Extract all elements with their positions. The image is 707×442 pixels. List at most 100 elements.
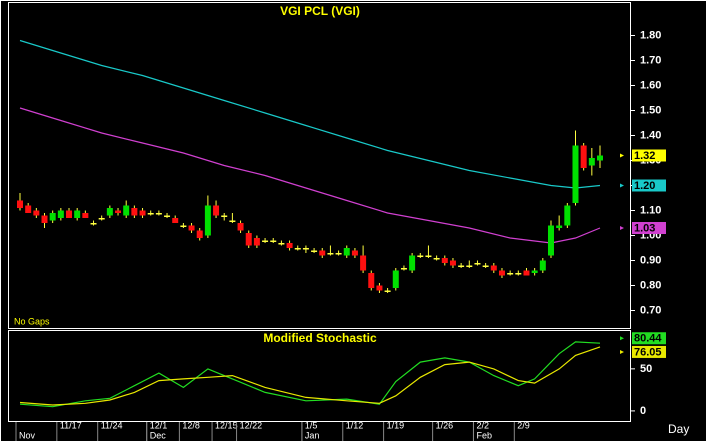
y-tick-label: 1.10 bbox=[640, 204, 661, 216]
candle-body bbox=[474, 263, 481, 265]
candle-body bbox=[425, 255, 432, 257]
candle-body bbox=[213, 205, 220, 216]
candle-body bbox=[441, 258, 448, 263]
candle-body bbox=[139, 210, 146, 216]
x-tick-label: Feb bbox=[476, 430, 492, 440]
last-price-label-box bbox=[632, 149, 666, 162]
candle-body bbox=[74, 210, 81, 218]
candle-body bbox=[449, 260, 456, 266]
candle-body bbox=[164, 215, 171, 217]
x-tick-label: Dec bbox=[150, 430, 167, 440]
candle-body bbox=[49, 213, 56, 221]
y-tick-label: 1.80 bbox=[640, 29, 661, 41]
candle-body bbox=[498, 270, 505, 276]
candle-body bbox=[539, 260, 546, 271]
last-ma-label: 1.03 bbox=[634, 222, 655, 234]
candle-body bbox=[523, 270, 530, 276]
line-series bbox=[19, 341, 601, 408]
last-stoch-label-box bbox=[632, 345, 666, 358]
last-value-arrow bbox=[620, 336, 624, 341]
x-tick-label: 12/15 bbox=[215, 420, 238, 430]
y-tick-label: 1.60 bbox=[640, 79, 661, 91]
candle-body bbox=[155, 213, 162, 215]
candle-body bbox=[286, 243, 293, 248]
candle-body bbox=[131, 208, 138, 216]
candle-body bbox=[319, 250, 326, 256]
candle-body bbox=[360, 255, 367, 271]
y-tick-label: 1.70 bbox=[640, 54, 661, 66]
candle-body bbox=[384, 290, 391, 292]
candle-body bbox=[302, 248, 309, 250]
candle-body bbox=[98, 218, 105, 220]
last-value-arrow bbox=[620, 349, 624, 354]
candle-body bbox=[343, 248, 350, 256]
candle-body bbox=[597, 155, 603, 161]
candle-body bbox=[229, 220, 236, 222]
candle-body bbox=[33, 210, 40, 216]
candle-body bbox=[123, 205, 130, 216]
candle-body bbox=[580, 145, 587, 168]
x-tick-label: 11/17 bbox=[60, 420, 82, 430]
candle-body bbox=[57, 210, 64, 218]
candle-body bbox=[507, 273, 514, 275]
line-series bbox=[19, 107, 601, 244]
x-tick-label: 11/24 bbox=[101, 420, 123, 430]
y-tick-label: 0.90 bbox=[640, 254, 661, 266]
annotation: No Gaps bbox=[14, 316, 50, 326]
last-value-arrow bbox=[620, 183, 624, 188]
candle-body bbox=[221, 215, 228, 217]
candle-body bbox=[115, 210, 122, 213]
candle-body bbox=[417, 255, 424, 257]
candle-body bbox=[515, 273, 522, 275]
candle-body bbox=[237, 223, 244, 231]
candle-body bbox=[188, 225, 195, 231]
x-tick-label: Nov bbox=[19, 430, 36, 440]
last-ma-label: 1.20 bbox=[634, 180, 655, 192]
candle-body bbox=[531, 270, 538, 273]
candle-body bbox=[466, 265, 473, 267]
candle-body bbox=[82, 213, 89, 218]
x-tick-label: 1/26 bbox=[436, 420, 454, 430]
last-ma-label-box bbox=[632, 222, 666, 234]
last-value-arrow bbox=[620, 226, 624, 230]
candle-body bbox=[196, 230, 203, 238]
candle-body bbox=[204, 205, 211, 236]
candle-body bbox=[311, 250, 318, 252]
y-tick-label: 0.80 bbox=[640, 279, 661, 291]
x-tick-label: 12/8 bbox=[182, 420, 200, 430]
last-stoch-label: 76.05 bbox=[634, 346, 662, 358]
x-tick-label: 1/19 bbox=[387, 420, 405, 430]
line-series bbox=[19, 346, 601, 406]
y-tick-label: 0 bbox=[640, 405, 646, 417]
last-stoch-label-box bbox=[632, 332, 666, 345]
y-tick-label: 1.50 bbox=[640, 104, 661, 116]
candle-body bbox=[588, 158, 595, 166]
price-panel bbox=[8, 2, 631, 329]
panel-title: Modified Stochastic bbox=[263, 331, 377, 345]
y-tick-label: 50 bbox=[640, 363, 652, 375]
candle-body bbox=[351, 250, 358, 256]
candle-body bbox=[278, 243, 285, 245]
candle-body bbox=[490, 265, 497, 271]
candle-body bbox=[180, 225, 187, 227]
x-tick-label: 12/1 bbox=[150, 420, 168, 430]
last-value-arrow bbox=[620, 153, 624, 158]
x-tick-label: Jan bbox=[305, 430, 320, 440]
y-tick-label: 1.40 bbox=[640, 129, 661, 141]
candle-body bbox=[335, 253, 342, 255]
candle-body bbox=[90, 223, 97, 225]
x-tick-label: 12/22 bbox=[240, 420, 263, 430]
candle-body bbox=[556, 225, 563, 228]
candle-body bbox=[572, 145, 579, 203]
candle-body bbox=[458, 265, 465, 267]
candle-body bbox=[400, 268, 407, 270]
candle-body bbox=[482, 265, 489, 267]
candle-body bbox=[17, 200, 23, 208]
x-tick-label: 2/2 bbox=[476, 420, 489, 430]
y-tick-label: 0.70 bbox=[640, 304, 661, 316]
x-axis-label: Day bbox=[668, 422, 689, 436]
x-tick-label: 2/9 bbox=[517, 420, 530, 430]
last-ma-label-box bbox=[632, 179, 666, 192]
